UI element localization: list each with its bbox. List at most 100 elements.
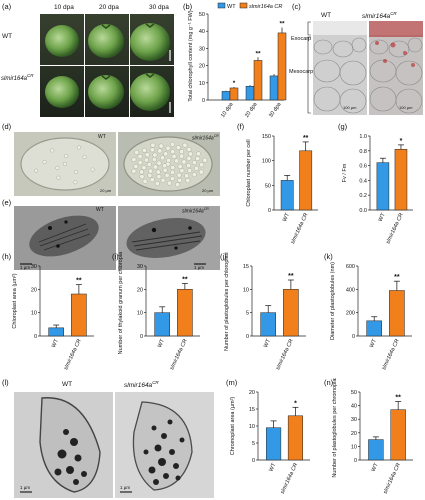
chloroplast-dot (202, 157, 208, 163)
plastoglobule (169, 449, 175, 455)
y-tick-label: 0 (140, 334, 143, 340)
chart-j: Number of plastoglobules per chloroplast… (224, 252, 306, 371)
y-tick-label: 0.4 (359, 178, 367, 184)
y-tick-label: 20 (199, 64, 205, 70)
plastoglobule (175, 475, 181, 481)
chloroplast-tem-photo: WT slmir164aCR 1 µm 1 µm (14, 206, 220, 270)
chloroplast-dot (166, 157, 171, 163)
chloroplast-dot (56, 175, 61, 180)
panel-e-scale-wt: 1 µm (20, 265, 31, 270)
chloroplast-dot (195, 156, 201, 161)
legend-label-mutant: slmir164a CR (249, 4, 282, 10)
y-tick-label: 0.6 (359, 164, 367, 170)
y-axis-label: Number of thylakoid granum per chloropla… (118, 252, 124, 354)
panel-label-g: (g) (338, 122, 348, 131)
plastoglobule (70, 438, 78, 446)
significance-mark: ** (182, 277, 188, 284)
chloroplast-dot (90, 167, 95, 172)
chloroplast-dot (139, 174, 145, 180)
x-tick-label: WT (51, 338, 60, 349)
chloroplast-dot (160, 177, 166, 183)
chloroplast-dot (64, 153, 69, 158)
significance-mark: * (294, 400, 297, 407)
chloroplast-dot (55, 165, 60, 170)
chloroplast-dot (144, 152, 150, 158)
plastoglobule (167, 419, 173, 425)
significance-mark: ** (288, 273, 294, 280)
bar-mutant (390, 409, 406, 461)
chloroplast-dot (171, 154, 177, 159)
x-tick-label: 30 dpa (268, 101, 283, 119)
chloroplast-dot (150, 142, 156, 148)
y-tick-label: 0 (34, 334, 37, 340)
chloroplast-dot (187, 168, 193, 173)
plastoglobule (158, 458, 166, 466)
x-tick-label: slmir164a CR (385, 212, 405, 245)
legend-label-wt: WT (227, 4, 236, 10)
y-axis-label: Number of plastoglobules per chloroplast (224, 252, 230, 351)
x-tick-label: 20 dpa (244, 101, 259, 119)
panel-label-d: (d) (2, 122, 12, 131)
bar-wt (376, 162, 390, 211)
plastoglobule (74, 454, 82, 462)
chloroplast-dot (179, 153, 185, 159)
chloroplast-dot (149, 177, 155, 183)
chloroplast-dot (147, 173, 153, 178)
panel-label-a: (a) (2, 2, 12, 11)
chart-i: Number of thylakoid granum per chloropla… (118, 252, 200, 371)
chart-f: Chloroplast number per cell 0 50 100 150 WT **… (246, 134, 318, 245)
chloroplast-dot (179, 149, 184, 155)
significance-mark: * (233, 80, 236, 87)
bar-mutant (283, 289, 299, 337)
chloroplast-dot (131, 168, 137, 174)
significance-mark: ** (279, 21, 285, 28)
chloroplast-dot (194, 166, 199, 171)
plastoglobule (143, 449, 149, 455)
x-tick-label: WT (282, 212, 291, 223)
bar-wt (221, 91, 231, 101)
panel-label-e: (e) (2, 198, 12, 207)
chloroplast-dot (50, 148, 55, 153)
chloroplast-dot (170, 165, 176, 171)
bar-mutant (71, 293, 87, 337)
plastoglobule (151, 425, 157, 431)
panel-label-j: (j) (220, 252, 227, 261)
significance-mark: ** (303, 135, 309, 142)
bar-wt (368, 439, 384, 461)
bar-wt (48, 327, 65, 337)
bar-wt (245, 85, 255, 101)
chloroplast-dot (181, 159, 187, 165)
x-tick-label: slmir164a CR (275, 338, 295, 371)
panel-label-b: (b) (183, 2, 193, 11)
chart-m: Chromoplast area (µm²) 0 5 10 15 20 WT * slmir16… (230, 390, 310, 495)
y-tick-label: 100 (262, 159, 271, 165)
chloroplast-dot (191, 172, 197, 178)
plastoglobule (161, 433, 167, 439)
x-tick-label: slmir164a CR (169, 338, 189, 371)
chloroplast-dot (148, 168, 153, 174)
chloroplast-dot (158, 143, 164, 149)
y-axis-label: Number of plastoglobules per chromoplast (332, 378, 338, 478)
panel-c-scale-wt: 100 µm (343, 105, 357, 110)
pericarp-section-photo: 100 µm 100 µm (313, 21, 423, 115)
chloroplast-dot (142, 178, 148, 184)
y-tick-label: 5 (246, 311, 249, 317)
x-tick-label: WT (263, 338, 272, 349)
y-tick-label: 1.0 (359, 134, 367, 140)
chloroplast-dot (73, 169, 78, 174)
chloroplast-dot (153, 164, 158, 170)
chloroplast-dot (170, 141, 175, 147)
y-axis-label: Chromoplast area (µm²) (230, 397, 236, 456)
chloroplast-dot (186, 155, 192, 161)
y-tick-label: 0 (202, 98, 205, 104)
dpa-label-30: 30 dpa (149, 4, 169, 11)
y-tick-label: 20 (137, 287, 143, 293)
plastoglobule (81, 471, 87, 477)
chloroplast-dot (164, 173, 170, 178)
chloroplast-dot (146, 162, 152, 167)
y-tick-label: 30 (137, 264, 143, 270)
chloroplast-dot (177, 177, 183, 183)
chloroplast-dot (82, 155, 87, 160)
x-tick-label: WT (378, 212, 387, 223)
panel-label-h: (h) (2, 252, 12, 261)
